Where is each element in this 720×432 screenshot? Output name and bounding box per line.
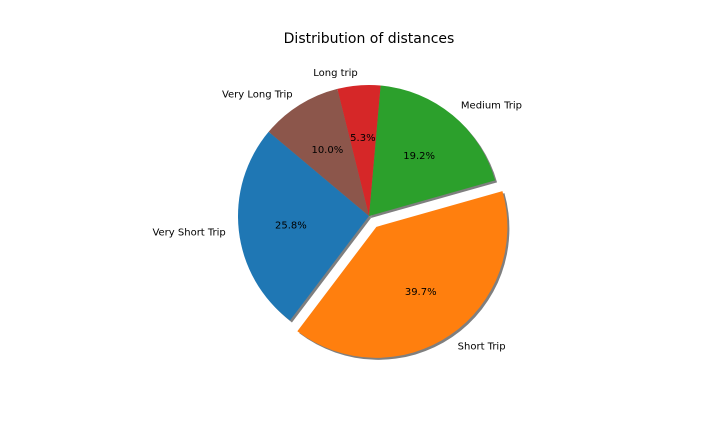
slice-long-trip (337, 85, 381, 216)
pct-label-very-long-trip: 10.0% (311, 145, 343, 156)
pct-label-long-trip: 5.3% (350, 133, 375, 144)
slice-short-trip (297, 191, 508, 358)
chart-title: Distribution of distances (283, 31, 455, 47)
category-label-short-trip: Short Trip (458, 341, 506, 352)
slice-very-long-trip (268, 88, 369, 216)
category-label-long-trip: Long trip (313, 68, 358, 79)
pct-label-very-short-trip: 25.8% (275, 220, 307, 231)
slices (238, 85, 508, 358)
category-label-very-long-trip: Very Long Trip (222, 89, 293, 100)
slice-very-short-trip (238, 131, 369, 321)
category-label-very-short-trip: Very Short Trip (152, 228, 225, 239)
category-label-medium-trip: Medium Trip (461, 101, 522, 112)
pct-label-short-trip: 39.7% (405, 287, 437, 298)
slice-medium-trip (369, 85, 496, 217)
pct-label-medium-trip: 19.2% (403, 151, 435, 162)
slice-labels: 25.8% Very Short Trip 39.7% Short Trip 19.2%… (152, 68, 521, 352)
